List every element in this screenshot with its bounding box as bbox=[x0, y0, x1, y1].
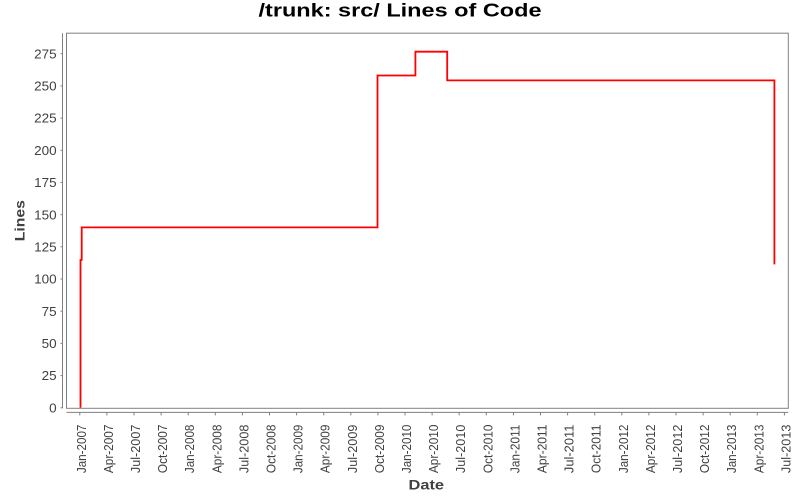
svg-text:Oct-2008: Oct-2008 bbox=[265, 425, 279, 474]
svg-text:Jul-2010: Jul-2010 bbox=[454, 425, 468, 474]
svg-text:200: 200 bbox=[34, 143, 57, 158]
svg-text:Jul-2008: Jul-2008 bbox=[237, 425, 251, 474]
svg-text:Jan-2013: Jan-2013 bbox=[725, 425, 739, 474]
svg-text:Apr-2013: Apr-2013 bbox=[752, 425, 766, 474]
svg-text:Jul-2009: Jul-2009 bbox=[346, 425, 360, 474]
svg-text:0: 0 bbox=[49, 400, 57, 415]
svg-text:Jan-2009: Jan-2009 bbox=[292, 425, 306, 474]
svg-text:Jul-2013: Jul-2013 bbox=[779, 425, 793, 474]
svg-text:/trunk: src/ Lines of Code: /trunk: src/ Lines of Code bbox=[259, 1, 542, 21]
svg-text:Jan-2007: Jan-2007 bbox=[75, 425, 89, 474]
svg-text:Oct-2012: Oct-2012 bbox=[698, 425, 712, 474]
svg-text:Oct-2010: Oct-2010 bbox=[481, 425, 495, 474]
svg-text:Jul-2012: Jul-2012 bbox=[671, 425, 685, 474]
svg-text:Apr-2008: Apr-2008 bbox=[210, 425, 224, 474]
svg-text:Oct-2007: Oct-2007 bbox=[156, 425, 170, 474]
svg-text:Date: Date bbox=[409, 478, 445, 493]
svg-text:Jul-2011: Jul-2011 bbox=[563, 425, 577, 474]
svg-text:Apr-2009: Apr-2009 bbox=[319, 425, 333, 474]
svg-text:100: 100 bbox=[34, 272, 57, 287]
svg-text:Jan-2011: Jan-2011 bbox=[508, 425, 522, 474]
svg-text:Jan-2008: Jan-2008 bbox=[183, 425, 197, 474]
svg-text:Jul-2007: Jul-2007 bbox=[129, 425, 143, 474]
svg-text:Oct-2009: Oct-2009 bbox=[373, 425, 387, 474]
svg-text:Apr-2012: Apr-2012 bbox=[644, 425, 658, 474]
svg-text:Apr-2010: Apr-2010 bbox=[427, 425, 441, 474]
svg-text:250: 250 bbox=[34, 79, 57, 94]
svg-text:Jan-2012: Jan-2012 bbox=[617, 425, 631, 474]
svg-text:125: 125 bbox=[34, 239, 57, 254]
svg-text:Oct-2011: Oct-2011 bbox=[590, 425, 604, 474]
svg-text:75: 75 bbox=[42, 304, 57, 319]
svg-text:50: 50 bbox=[42, 336, 57, 351]
svg-text:Jan-2010: Jan-2010 bbox=[400, 425, 414, 474]
svg-text:150: 150 bbox=[34, 207, 57, 222]
svg-text:Apr-2011: Apr-2011 bbox=[536, 425, 550, 474]
svg-text:25: 25 bbox=[42, 368, 57, 383]
svg-text:225: 225 bbox=[34, 111, 57, 126]
svg-text:175: 175 bbox=[34, 175, 57, 190]
svg-text:Lines: Lines bbox=[13, 200, 28, 241]
svg-text:275: 275 bbox=[34, 46, 57, 61]
svg-text:Apr-2007: Apr-2007 bbox=[102, 425, 116, 474]
